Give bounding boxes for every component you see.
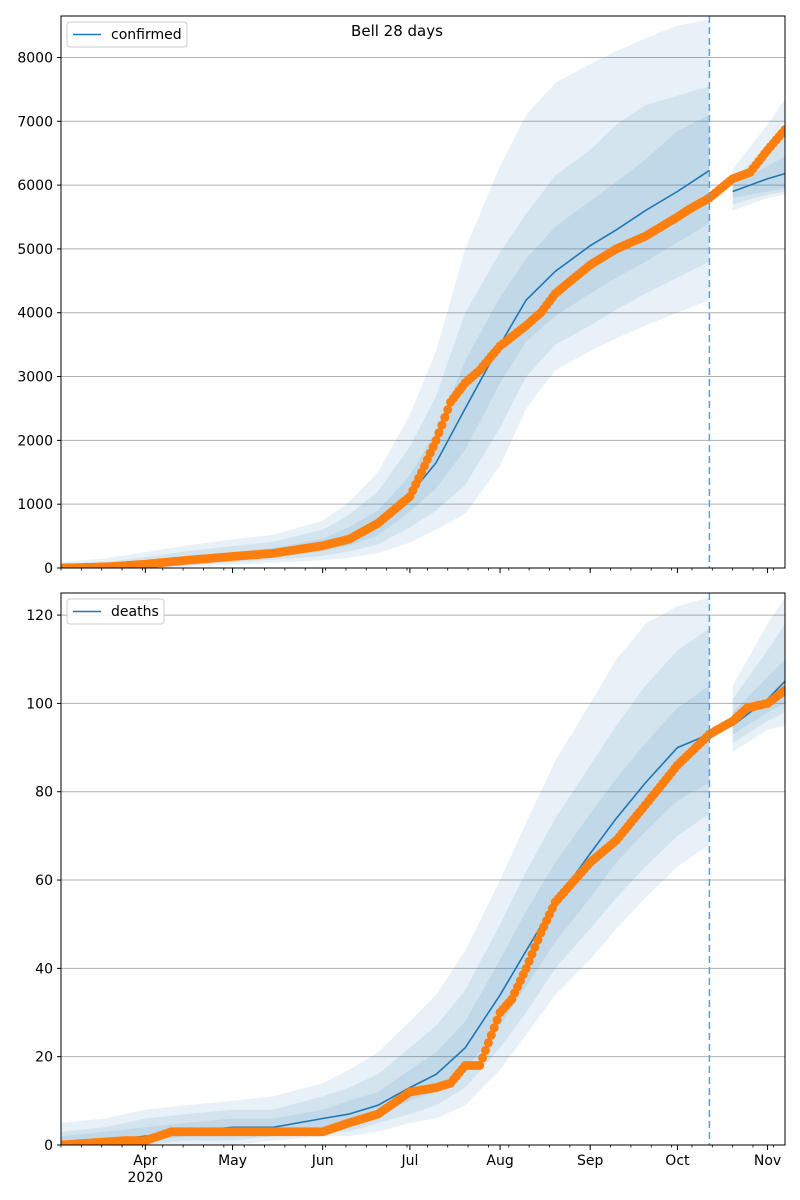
observed-point — [481, 1045, 490, 1055]
y-tick-label: 60 — [35, 873, 53, 889]
confirmed-panel: 0 1000 2000 3000 4000 5000 6000 7000 8000 confirm… — [17, 15, 786, 577]
x-tick-label: Jun — [311, 1153, 334, 1169]
x-tick-label: Sep — [577, 1153, 604, 1169]
y-tick-label: 5000 — [17, 242, 53, 258]
observed-point — [521, 963, 531, 973]
observed-point — [489, 1023, 499, 1033]
deaths-panel: 0 20 40 60 80 100 120 Apr May Jun Jul Aug Sep Oct Nov 2… — [26, 592, 786, 1186]
y-tick-label: 20 — [35, 1050, 53, 1066]
x-tick-label: Jul — [400, 1153, 418, 1169]
x-tick-label: Nov — [754, 1153, 781, 1169]
observed-point — [434, 428, 444, 438]
y-tick-label: 2000 — [17, 433, 53, 449]
y-tick-label: 1000 — [17, 497, 53, 513]
observed-point — [475, 1061, 485, 1070]
figure-title: Bell 28 days — [351, 22, 443, 40]
y-tick-label: 0 — [44, 561, 53, 577]
observed-point — [780, 685, 785, 695]
legend-label: confirmed — [111, 27, 182, 43]
axes-frame — [60, 592, 786, 1146]
observed-point — [431, 435, 441, 445]
y-tick-label: 100 — [26, 696, 53, 712]
observed-point — [533, 935, 543, 945]
observed-point — [437, 420, 447, 430]
legend: deaths — [66, 598, 165, 625]
observed-point — [527, 949, 537, 959]
observed-point — [492, 1015, 502, 1025]
legend: confirmed — [66, 21, 188, 48]
observed-point — [486, 1030, 496, 1040]
y-tick-label: 8000 — [17, 50, 53, 66]
legend-box — [66, 598, 165, 625]
y-tick-label: 40 — [35, 961, 53, 977]
confidence-band — [61, 19, 710, 568]
observed-point — [483, 1038, 493, 1048]
observed-point — [478, 1053, 488, 1063]
legend-box — [66, 21, 188, 48]
y-tick-label: 120 — [26, 608, 53, 624]
observed-point — [524, 956, 534, 966]
y-tick-label: 80 — [35, 785, 53, 801]
observed-point — [443, 405, 453, 415]
observed-point — [440, 412, 450, 422]
confidence-band — [61, 628, 710, 1145]
y-tick-label: 6000 — [17, 178, 53, 194]
y-tick-label: 0 — [44, 1138, 53, 1154]
x-tick-label: Aug — [486, 1153, 513, 1169]
confidence-band — [61, 86, 710, 568]
x-tick-label: Apr — [133, 1153, 157, 1169]
y-tick-label: 4000 — [17, 306, 53, 322]
legend-label: deaths — [111, 604, 159, 620]
x-year-label: 2020 — [128, 1170, 164, 1186]
y-tick-label: 3000 — [17, 370, 53, 386]
observed-point — [530, 942, 540, 952]
confirmed-line — [732, 172, 785, 193]
axes-frame — [60, 15, 786, 569]
y-tick-label: 7000 — [17, 114, 53, 130]
x-tick-label: Oct — [665, 1153, 690, 1169]
x-tick-label: May — [218, 1153, 247, 1169]
observed-point — [780, 125, 785, 135]
